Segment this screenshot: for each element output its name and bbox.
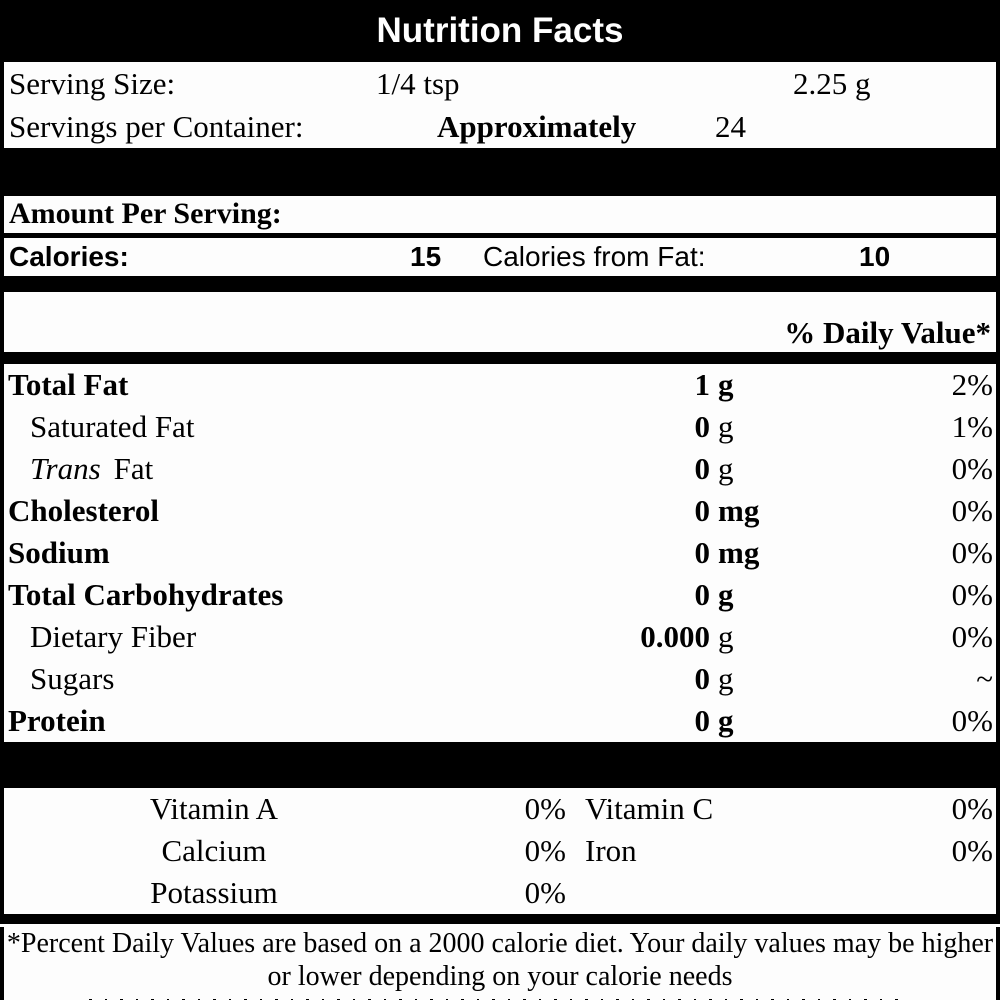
amount-per-serving-heading-row: Amount Per Serving: xyxy=(0,196,1000,233)
nutrient-amount: 0 xyxy=(694,703,711,738)
nutrient-label: Protein xyxy=(8,703,106,738)
calories-from-fat-value: 10 xyxy=(859,241,891,272)
micronutrient-label: Vitamin A xyxy=(149,791,279,826)
micronutrient-label: Iron xyxy=(585,833,637,868)
servings-per-container-value: 24 xyxy=(715,109,746,144)
table-row-sodium: Sodium 0 mg 0% xyxy=(4,532,996,574)
divider-band xyxy=(0,276,1000,292)
nutrient-unit: mg xyxy=(718,535,760,570)
nutrient-unit: g xyxy=(718,619,734,654)
nutrient-label: Saturated Fat xyxy=(30,409,195,444)
nutrient-daily-value: 0% xyxy=(951,577,993,612)
micronutrient-label: Potassium xyxy=(150,875,278,910)
calories-label: Calories: xyxy=(9,241,129,272)
nutrient-label: Trans Fat xyxy=(30,448,153,490)
nutrient-daily-value: 0% xyxy=(951,493,993,528)
nutrient-daily-value: 0% xyxy=(951,535,993,570)
nutrient-amount: 0 xyxy=(694,577,711,612)
nutrient-amount: 0 xyxy=(694,535,711,570)
nutrient-daily-value: 0% xyxy=(951,451,993,486)
nutrient-unit: mg xyxy=(718,493,760,528)
serving-size-label: Serving Size: xyxy=(9,66,176,101)
calories-value: 15 xyxy=(410,241,442,272)
nutrient-daily-value: 2% xyxy=(951,367,993,402)
footnote-line-1: *Percent Daily Values are based on a 200… xyxy=(6,928,994,959)
nutrient-amount: 0.000 xyxy=(640,619,710,654)
table-row-vitamin-a-c: Vitamin A 0% Vitamin C 0% xyxy=(4,788,996,830)
footnote-line-2: or lower depending on your calorie needs xyxy=(267,961,733,992)
table-row-cholesterol: Cholesterol 0 mg 0% xyxy=(4,490,996,532)
nutrient-label: Total Fat xyxy=(8,367,129,402)
nutrient-table: Total Fat 1 g 2% Saturated Fat 0 g 1% Tr… xyxy=(0,364,1000,742)
table-row-trans-fat: Trans Fat 0 g 0% xyxy=(4,448,996,490)
servings-per-container-label: Servings per Container: xyxy=(9,109,304,144)
nutrient-daily-value: 0% xyxy=(951,619,993,654)
nutrient-unit: g xyxy=(718,409,734,444)
nutrient-amount: 0 xyxy=(694,409,711,444)
nutrient-daily-value: 1% xyxy=(951,409,993,444)
nutrient-unit: g xyxy=(718,661,734,696)
nutrient-amount: 0 xyxy=(694,451,711,486)
nutrient-label-italic: Trans xyxy=(30,451,101,486)
micronutrient-value: 0% xyxy=(524,875,566,910)
nutrient-amount: 1 xyxy=(694,367,711,402)
table-row-calcium-iron: Calcium 0% Iron 0% xyxy=(4,830,996,872)
nutrient-daily-value: 0% xyxy=(951,703,993,738)
serving-section: Serving Size: 1/4 tsp 2.25 g Servings pe… xyxy=(0,62,1000,148)
divider-band xyxy=(0,148,1000,196)
table-row-potassium: Potassium 0% xyxy=(4,872,996,914)
nutrient-label-rest: Fat xyxy=(113,451,154,486)
servings-per-container-qualifier: Approximately xyxy=(437,109,637,144)
table-row-sugars: Sugars 0 g ~ xyxy=(4,658,996,700)
serving-size-value: 1/4 tsp xyxy=(376,66,460,101)
micronutrient-value: 0% xyxy=(524,833,566,868)
servings-per-container-row: Servings per Container: Approximately 24 xyxy=(4,105,996,148)
table-row-protein: Protein 0 g 0% xyxy=(4,700,996,742)
micronutrient-label: Calcium xyxy=(161,833,267,868)
amount-per-serving-heading: Amount Per Serving: xyxy=(9,197,282,230)
divider-band xyxy=(0,742,1000,788)
nutrient-label: Cholesterol xyxy=(8,493,159,528)
table-row-total-carbohydrates: Total Carbohydrates 0 g 0% xyxy=(4,574,996,616)
nutrient-daily-value: ~ xyxy=(976,661,993,696)
nutrient-label: Dietary Fiber xyxy=(30,619,197,654)
nutrient-unit: g xyxy=(718,577,734,612)
footnote-section: *Percent Daily Values are based on a 200… xyxy=(0,927,1000,1000)
separator-line xyxy=(0,914,1000,924)
micronutrient-value: 0% xyxy=(951,833,993,868)
separator-line xyxy=(0,233,1000,238)
nutrient-label: Sodium xyxy=(8,535,110,570)
nutrient-label: Total Carbohydrates xyxy=(8,577,284,612)
table-row-saturated-fat: Saturated Fat 0 g 1% xyxy=(4,406,996,448)
calories-from-fat-label: Calories from Fat: xyxy=(483,241,706,272)
nutrient-unit: g xyxy=(718,703,734,738)
label-title: Nutrition Facts xyxy=(376,11,624,50)
daily-value-header: % Daily Value* xyxy=(784,315,991,350)
nutrient-unit: g xyxy=(718,367,734,402)
separator-line xyxy=(0,352,1000,364)
serving-size-row: Serving Size: 1/4 tsp 2.25 g xyxy=(4,62,996,105)
nutrient-amount: 0 xyxy=(694,661,711,696)
table-row-dietary-fiber: Dietary Fiber 0.000 g 0% xyxy=(4,616,996,658)
micronutrient-value: 0% xyxy=(951,791,993,826)
nutrient-amount: 0 xyxy=(694,493,711,528)
micronutrient-table: Vitamin A 0% Vitamin C 0% Calcium 0% Iro… xyxy=(0,788,1000,914)
daily-value-header-section: % Daily Value* xyxy=(0,292,1000,352)
calories-row: Calories: 15 Calories from Fat: 10 xyxy=(0,238,1000,276)
micronutrient-label: Vitamin C xyxy=(585,791,714,826)
title-band: Nutrition Facts xyxy=(0,0,1000,62)
micronutrient-value: 0% xyxy=(524,791,566,826)
table-row-total-fat: Total Fat 1 g 2% xyxy=(4,364,996,406)
nutrient-label: Sugars xyxy=(30,661,115,696)
nutrient-unit: g xyxy=(718,451,734,486)
serving-size-weight: 2.25 g xyxy=(793,66,871,101)
